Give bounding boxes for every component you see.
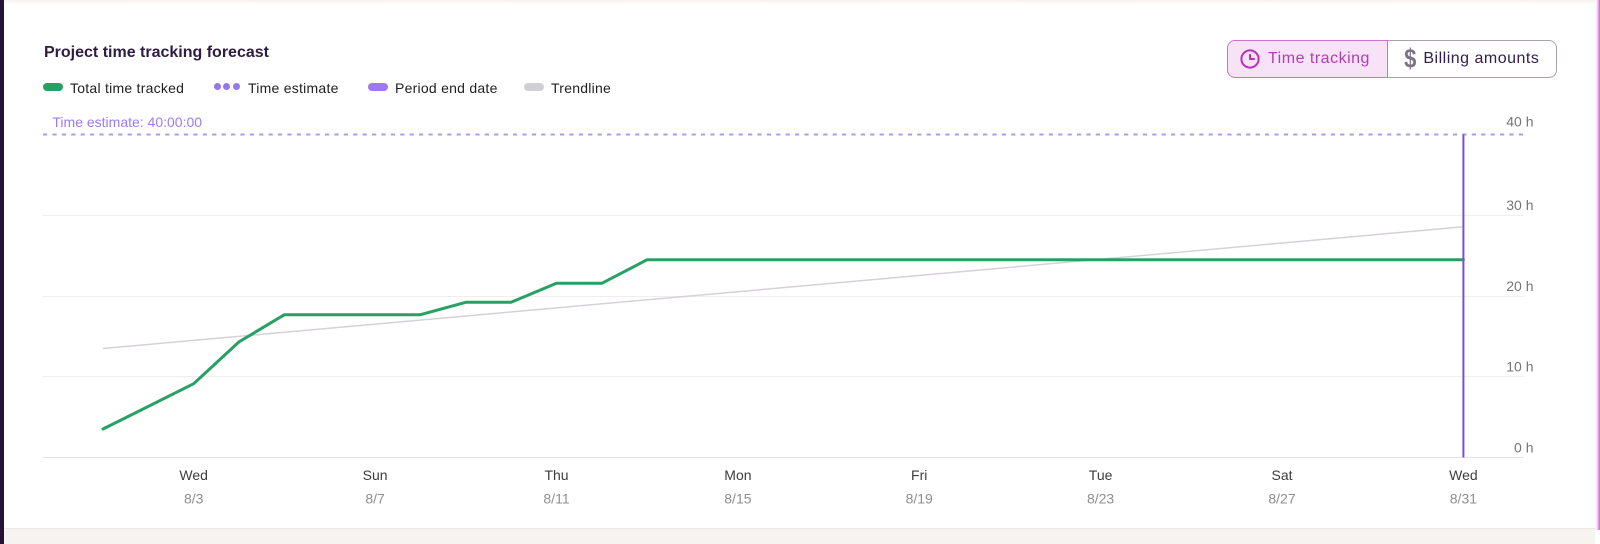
svg-text:Wed: Wed	[179, 467, 208, 483]
svg-text:8/3: 8/3	[184, 491, 204, 507]
svg-text:Thu: Thu	[544, 467, 568, 483]
svg-text:8/27: 8/27	[1268, 491, 1295, 507]
svg-text:Wed: Wed	[1449, 467, 1478, 483]
svg-text:30 h: 30 h	[1506, 197, 1533, 213]
svg-text:10 h: 10 h	[1506, 359, 1533, 375]
svg-text:8/23: 8/23	[1087, 491, 1114, 507]
svg-text:Sat: Sat	[1271, 467, 1292, 483]
svg-text:Fri: Fri	[911, 467, 927, 483]
svg-text:Sun: Sun	[363, 467, 388, 483]
svg-text:8/31: 8/31	[1450, 491, 1477, 507]
svg-text:Time estimate: 40:00:00: Time estimate: 40:00:00	[52, 114, 202, 130]
svg-text:20 h: 20 h	[1506, 278, 1533, 294]
svg-text:8/19: 8/19	[906, 491, 933, 507]
svg-text:Tue: Tue	[1089, 467, 1113, 483]
svg-text:0 h: 0 h	[1514, 440, 1533, 456]
svg-text:Mon: Mon	[724, 467, 751, 483]
svg-text:8/11: 8/11	[543, 491, 569, 507]
svg-text:8/15: 8/15	[724, 491, 751, 507]
svg-text:40 h: 40 h	[1506, 114, 1533, 130]
svg-text:8/7: 8/7	[365, 491, 385, 507]
